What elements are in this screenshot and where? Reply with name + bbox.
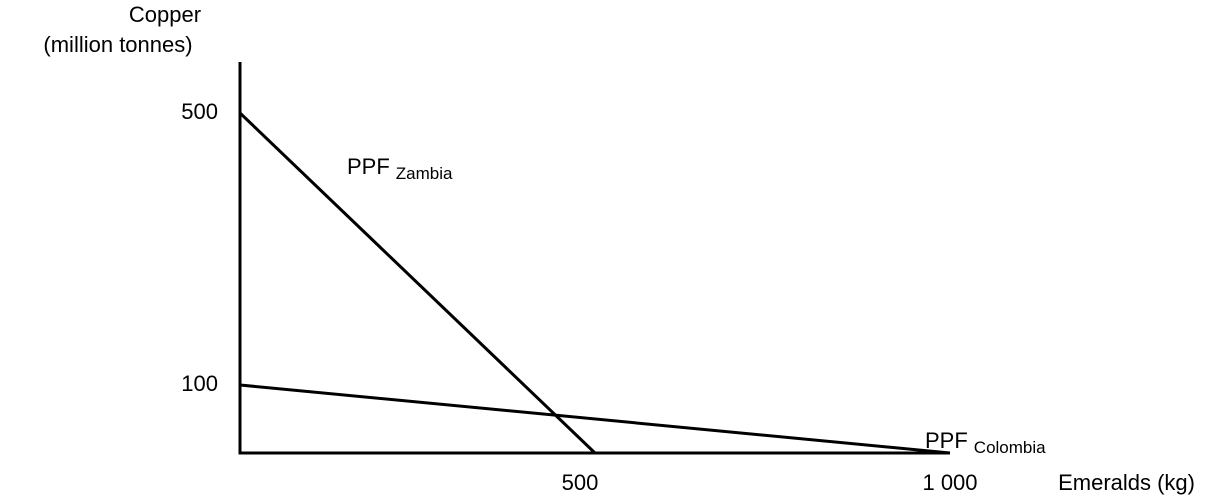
- y-tick-label: 100: [181, 371, 218, 396]
- legend-entry: Colombia: [974, 438, 1046, 457]
- series-label-prefix: PPF: [925, 428, 968, 453]
- ppf-line: [239, 383, 951, 455]
- x-tick-label: 1 000: [922, 470, 977, 495]
- y-axis-label: (million tonnes): [43, 32, 192, 57]
- series-label-prefix: PPF: [347, 154, 390, 179]
- legend-entry: Zambia: [396, 164, 453, 183]
- x-tick-label: 500: [562, 470, 599, 495]
- series-label: PPF Colombia: [925, 428, 1046, 458]
- y-tick-label: 500: [181, 99, 218, 124]
- y-axis-label: Copper: [129, 2, 201, 27]
- ppf-line: [238, 111, 597, 455]
- series-label: PPF Zambia: [347, 154, 453, 184]
- x-axis-label: Emeralds (kg): [1058, 470, 1195, 495]
